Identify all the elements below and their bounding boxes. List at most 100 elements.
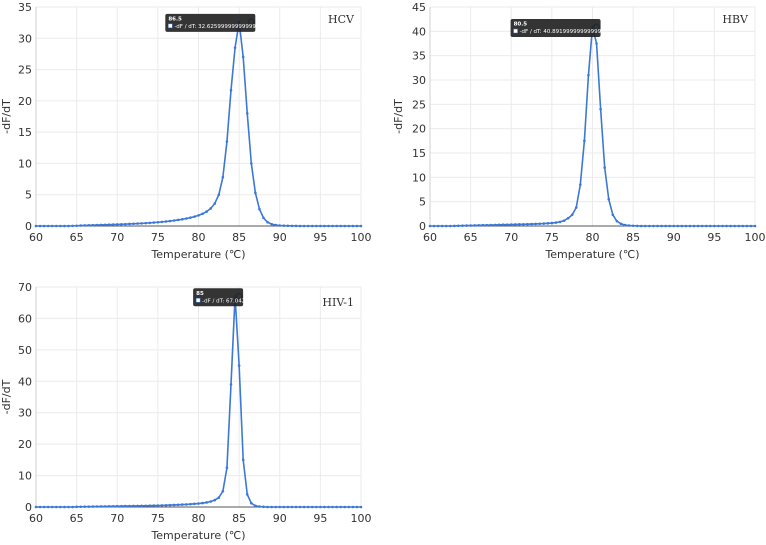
data-point[interactable] <box>644 224 647 228</box>
data-point[interactable] <box>270 505 273 509</box>
data-point[interactable] <box>347 505 351 509</box>
data-point[interactable] <box>489 223 493 227</box>
data-point[interactable] <box>302 505 306 509</box>
data-point[interactable] <box>432 224 436 228</box>
data-point[interactable] <box>189 502 192 506</box>
data-point[interactable] <box>327 224 330 228</box>
data-point[interactable] <box>359 505 363 509</box>
data-point[interactable] <box>627 224 631 227</box>
data-point[interactable] <box>103 223 107 227</box>
data-point[interactable] <box>63 505 66 509</box>
data-point[interactable] <box>457 224 460 228</box>
data-point[interactable] <box>652 224 655 228</box>
data-point[interactable] <box>140 222 143 225</box>
data-point[interactable] <box>579 183 582 186</box>
data-point[interactable] <box>124 222 127 226</box>
data-point[interactable] <box>319 224 322 228</box>
data-point[interactable] <box>132 222 135 226</box>
data-point[interactable] <box>554 221 558 224</box>
data-point[interactable] <box>713 224 716 228</box>
data-point[interactable] <box>124 504 127 508</box>
data-point[interactable] <box>656 224 659 228</box>
data-point[interactable] <box>217 496 221 499</box>
data-point[interactable] <box>241 55 245 59</box>
data-point[interactable] <box>95 223 99 227</box>
data-point[interactable] <box>128 222 131 226</box>
data-point[interactable] <box>95 505 99 508</box>
data-point[interactable] <box>262 216 265 220</box>
data-point[interactable] <box>225 466 229 470</box>
data-point[interactable] <box>176 503 180 507</box>
data-point[interactable] <box>79 224 82 227</box>
data-point[interactable] <box>46 224 50 228</box>
data-point[interactable] <box>282 224 286 227</box>
data-point[interactable] <box>201 212 204 216</box>
data-point[interactable] <box>526 222 529 226</box>
data-point[interactable] <box>294 224 298 228</box>
data-point[interactable] <box>237 364 241 367</box>
data-point[interactable] <box>290 224 294 228</box>
data-point[interactable] <box>570 213 574 217</box>
data-point[interactable] <box>148 221 152 225</box>
data-point[interactable] <box>542 222 546 225</box>
data-point[interactable] <box>729 224 732 228</box>
data-point[interactable] <box>213 498 217 502</box>
data-point[interactable] <box>587 73 590 77</box>
data-point[interactable] <box>91 223 95 227</box>
data-point[interactable] <box>99 505 103 508</box>
data-point[interactable] <box>50 224 54 228</box>
data-point[interactable] <box>595 42 598 45</box>
data-point[interactable] <box>339 505 342 509</box>
data-point[interactable] <box>245 493 249 496</box>
data-point[interactable] <box>197 214 200 217</box>
data-point[interactable] <box>343 224 347 228</box>
data-point[interactable] <box>298 224 302 228</box>
data-point[interactable] <box>493 223 497 227</box>
data-point[interactable] <box>71 224 74 228</box>
data-point[interactable] <box>327 505 330 509</box>
data-point[interactable] <box>176 218 180 222</box>
data-point[interactable] <box>107 505 111 508</box>
data-point[interactable] <box>55 505 58 509</box>
data-point[interactable] <box>156 220 160 224</box>
data-point[interactable] <box>692 224 696 228</box>
data-point[interactable] <box>38 224 42 228</box>
data-point[interactable] <box>319 505 322 509</box>
data-point[interactable] <box>672 224 676 228</box>
data-point[interactable] <box>79 505 82 509</box>
data-point[interactable] <box>725 224 728 228</box>
data-point[interactable] <box>172 503 176 507</box>
data-point[interactable] <box>676 224 680 228</box>
data-point[interactable] <box>302 224 306 228</box>
data-point[interactable] <box>615 219 619 223</box>
data-point[interactable] <box>453 224 456 228</box>
data-point[interactable] <box>465 224 468 227</box>
data-point[interactable] <box>278 505 282 509</box>
data-point[interactable] <box>436 224 440 228</box>
data-point[interactable] <box>164 220 168 223</box>
data-point[interactable] <box>50 505 54 509</box>
data-point[interactable] <box>229 88 233 92</box>
data-point[interactable] <box>306 224 310 228</box>
data-point[interactable] <box>34 505 38 509</box>
data-point[interactable] <box>290 505 294 509</box>
data-point[interactable] <box>111 223 115 226</box>
data-point[interactable] <box>197 502 200 505</box>
data-point[interactable] <box>274 505 277 509</box>
data-point[interactable] <box>721 224 724 228</box>
data-point[interactable] <box>428 224 432 228</box>
data-point[interactable] <box>631 224 635 228</box>
data-point[interactable] <box>347 224 351 228</box>
data-point[interactable] <box>168 219 172 223</box>
data-point[interactable] <box>306 505 310 509</box>
data-point[interactable] <box>201 501 204 505</box>
data-point[interactable] <box>599 107 602 111</box>
data-point[interactable] <box>335 505 338 509</box>
data-point[interactable] <box>623 223 627 227</box>
data-point[interactable] <box>574 206 578 209</box>
data-point[interactable] <box>185 503 188 506</box>
data-point[interactable] <box>745 224 749 228</box>
data-point[interactable] <box>538 222 541 226</box>
data-point[interactable] <box>619 222 623 226</box>
data-point[interactable] <box>87 505 91 508</box>
